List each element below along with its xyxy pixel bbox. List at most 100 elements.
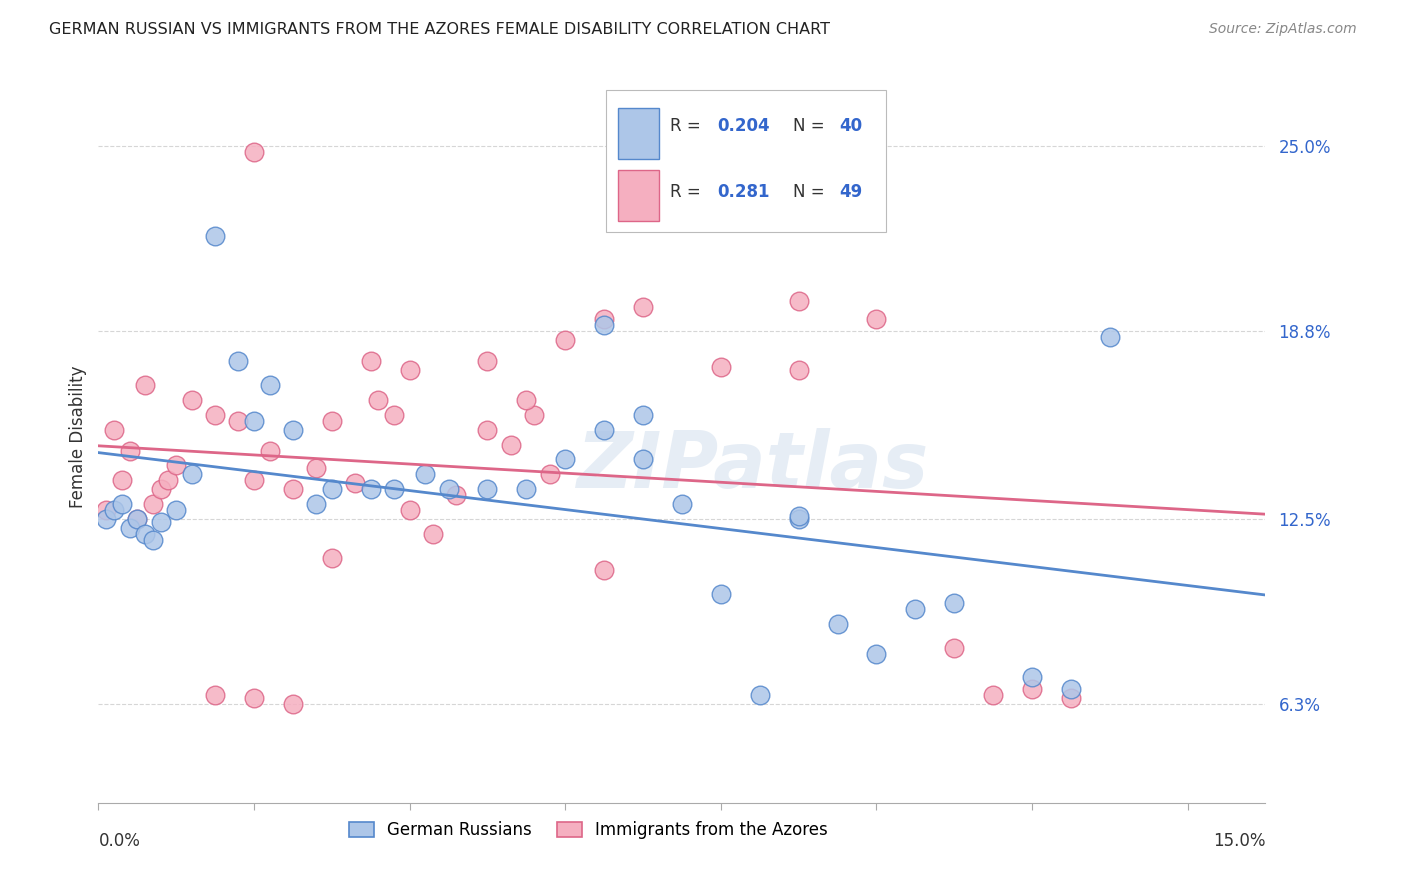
- Text: 49: 49: [839, 183, 863, 201]
- Text: R =: R =: [671, 117, 706, 136]
- Point: [321, 414, 343, 428]
- Point: [1060, 682, 1083, 697]
- Text: 0.0%: 0.0%: [98, 832, 141, 850]
- Point: [904, 601, 927, 615]
- Point: [631, 300, 654, 314]
- Point: [593, 312, 616, 326]
- Point: [477, 483, 499, 497]
- Point: [96, 503, 118, 517]
- Text: Source: ZipAtlas.com: Source: ZipAtlas.com: [1209, 22, 1357, 37]
- Point: [422, 527, 444, 541]
- Point: [111, 474, 134, 488]
- Point: [382, 408, 405, 422]
- Point: [593, 563, 616, 577]
- Point: [118, 443, 141, 458]
- Point: [344, 476, 367, 491]
- Text: GERMAN RUSSIAN VS IMMIGRANTS FROM THE AZORES FEMALE DISABILITY CORRELATION CHART: GERMAN RUSSIAN VS IMMIGRANTS FROM THE AZ…: [49, 22, 830, 37]
- Text: 40: 40: [839, 117, 862, 136]
- Point: [748, 689, 770, 703]
- Text: R =: R =: [671, 183, 706, 201]
- Point: [943, 596, 966, 610]
- Point: [127, 512, 149, 526]
- Point: [180, 467, 202, 482]
- Point: [710, 359, 733, 374]
- Point: [305, 461, 328, 475]
- Text: N =: N =: [793, 183, 830, 201]
- Text: 15.0%: 15.0%: [1213, 832, 1265, 850]
- Point: [103, 423, 125, 437]
- Point: [593, 318, 616, 332]
- Point: [134, 377, 156, 392]
- Text: ZIPatlas: ZIPatlas: [576, 428, 928, 504]
- Point: [499, 437, 522, 451]
- Point: [515, 392, 537, 407]
- Point: [367, 392, 389, 407]
- Point: [134, 527, 156, 541]
- Point: [631, 408, 654, 422]
- Point: [1021, 682, 1043, 697]
- Point: [1021, 670, 1043, 684]
- Bar: [617, 170, 658, 221]
- Point: [305, 497, 328, 511]
- Point: [118, 521, 141, 535]
- FancyBboxPatch shape: [606, 89, 886, 232]
- Point: [204, 408, 226, 422]
- Point: [865, 312, 887, 326]
- Point: [1060, 691, 1083, 706]
- Point: [321, 483, 343, 497]
- Point: [142, 533, 165, 547]
- Point: [827, 616, 849, 631]
- Point: [243, 414, 266, 428]
- Point: [446, 488, 468, 502]
- Point: [398, 363, 420, 377]
- Point: [787, 294, 810, 309]
- Point: [382, 483, 405, 497]
- Text: N =: N =: [793, 117, 830, 136]
- Point: [360, 354, 382, 368]
- Point: [228, 354, 250, 368]
- Point: [523, 408, 546, 422]
- Point: [710, 587, 733, 601]
- Point: [554, 333, 576, 347]
- Point: [142, 497, 165, 511]
- Point: [321, 551, 343, 566]
- Point: [787, 512, 810, 526]
- Point: [149, 483, 172, 497]
- Point: [477, 354, 499, 368]
- Point: [165, 503, 187, 517]
- Point: [943, 640, 966, 655]
- Point: [437, 483, 460, 497]
- Point: [554, 452, 576, 467]
- Point: [103, 503, 125, 517]
- Point: [204, 689, 226, 703]
- Text: 0.281: 0.281: [717, 183, 769, 201]
- Point: [243, 145, 266, 159]
- Point: [981, 689, 1004, 703]
- Point: [259, 443, 281, 458]
- Point: [165, 458, 187, 473]
- Point: [243, 474, 266, 488]
- Point: [281, 698, 304, 712]
- Point: [360, 483, 382, 497]
- Point: [787, 509, 810, 524]
- Legend: German Russians, Immigrants from the Azores: German Russians, Immigrants from the Azo…: [342, 814, 835, 846]
- Point: [259, 377, 281, 392]
- Point: [477, 423, 499, 437]
- Point: [538, 467, 561, 482]
- Point: [398, 503, 420, 517]
- Point: [515, 483, 537, 497]
- Text: 0.204: 0.204: [717, 117, 769, 136]
- Point: [180, 392, 202, 407]
- Point: [865, 647, 887, 661]
- Point: [204, 228, 226, 243]
- Point: [228, 414, 250, 428]
- Bar: [617, 108, 658, 159]
- Point: [631, 452, 654, 467]
- Point: [787, 363, 810, 377]
- Point: [281, 483, 304, 497]
- Point: [149, 515, 172, 529]
- Point: [127, 512, 149, 526]
- Point: [243, 691, 266, 706]
- Point: [96, 512, 118, 526]
- Point: [413, 467, 436, 482]
